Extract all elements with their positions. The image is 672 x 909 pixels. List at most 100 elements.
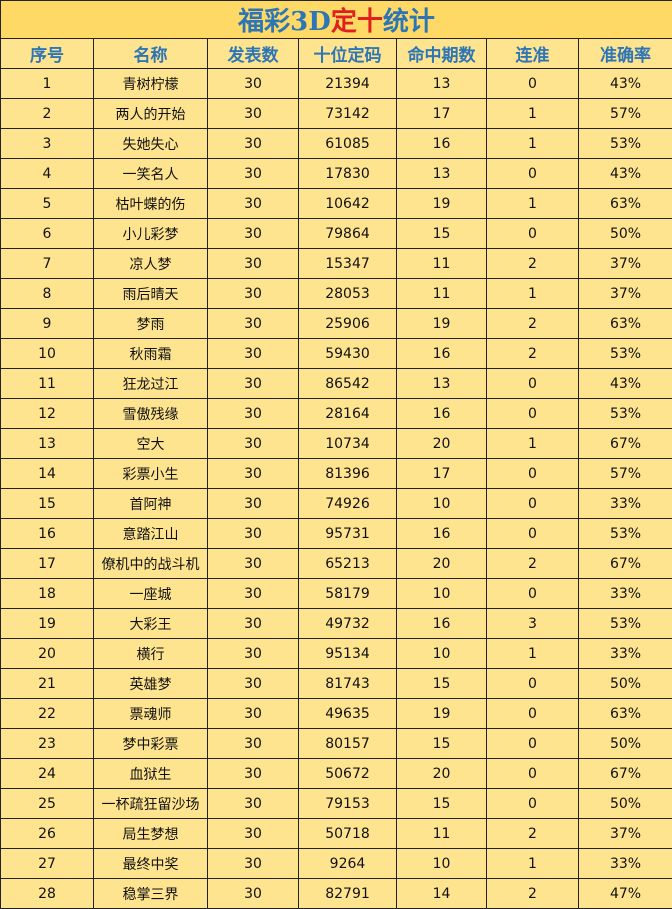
- cell: 15: [0, 488, 94, 519]
- cell: 9264: [298, 848, 397, 879]
- cell: 59430: [298, 338, 397, 369]
- cell: 30: [207, 458, 299, 489]
- cell: 0: [486, 158, 579, 189]
- cell: 33%: [577, 848, 672, 879]
- cell: 0: [486, 488, 579, 519]
- cell: 10: [396, 638, 487, 669]
- cell: 1: [486, 638, 579, 669]
- table-row: 20 横行 30 95134 10 1 33%: [0, 638, 672, 669]
- cell: 30: [207, 578, 299, 609]
- column-header: 名称: [93, 38, 208, 69]
- cell: 30: [207, 218, 299, 249]
- table-row: 28 稳掌三界 30 82791 14 2 47%: [0, 878, 672, 909]
- table-row: 16 意踏江山 30 95731 16 0 53%: [0, 518, 672, 549]
- cell: 95134: [298, 638, 397, 669]
- cell: 21: [0, 668, 94, 699]
- cell: 局生梦想: [93, 818, 208, 849]
- cell: 50672: [298, 758, 397, 789]
- cell: 13: [396, 158, 487, 189]
- cell: 2: [486, 878, 579, 909]
- table-row: 4 一笑名人 30 17830 13 0 43%: [0, 158, 672, 189]
- cell: 一杯疏狂留沙场: [93, 788, 208, 819]
- cell: 22: [0, 698, 94, 729]
- cell: 53%: [577, 398, 672, 429]
- cell: 30: [207, 308, 299, 339]
- cell: 50%: [577, 218, 672, 249]
- cell: 30: [207, 98, 299, 129]
- cell: 30: [207, 788, 299, 819]
- title-part: 福彩3D: [238, 7, 331, 37]
- cell: 2: [486, 308, 579, 339]
- cell: 20: [396, 428, 487, 459]
- cell: 17: [396, 458, 487, 489]
- cell: 青树柠檬: [93, 68, 208, 99]
- cell: 3: [0, 128, 94, 159]
- cell: 1: [0, 68, 94, 99]
- cell: 雨后晴天: [93, 278, 208, 309]
- cell: 30: [207, 368, 299, 399]
- cell: 37%: [577, 248, 672, 279]
- cell: 狂龙过江: [93, 368, 208, 399]
- table-row: 24 血狱生 30 50672 20 0 67%: [0, 758, 672, 789]
- cell: 1: [486, 848, 579, 879]
- table-row: 11 狂龙过江 30 86542 13 0 43%: [0, 368, 672, 399]
- cell: 47%: [577, 878, 672, 909]
- cell: 53%: [577, 608, 672, 639]
- table-row: 1 青树柠檬 30 21394 13 0 43%: [0, 68, 672, 99]
- cell: 24: [0, 758, 94, 789]
- cell: 20: [0, 638, 94, 669]
- cell: 9: [0, 308, 94, 339]
- cell: 28: [0, 878, 94, 909]
- cell: 17: [396, 98, 487, 129]
- cell: 10: [396, 488, 487, 519]
- cell: 15: [396, 218, 487, 249]
- cell: 8: [0, 278, 94, 309]
- cell: 53%: [577, 518, 672, 549]
- cell: 梦雨: [93, 308, 208, 339]
- table-row: 21 英雄梦 30 81743 15 0 50%: [0, 668, 672, 699]
- table-row: 6 小儿彩梦 30 79864 15 0 50%: [0, 218, 672, 249]
- cell: 10: [0, 338, 94, 369]
- cell: 16: [396, 338, 487, 369]
- cell: 43%: [577, 158, 672, 189]
- cell: 雪傲残缘: [93, 398, 208, 429]
- column-header: 命中期数: [396, 38, 487, 69]
- cell: 最终中奖: [93, 848, 208, 879]
- cell: 33%: [577, 578, 672, 609]
- cell: 33%: [577, 488, 672, 519]
- cell: 30: [207, 878, 299, 909]
- table-row: 23 梦中彩票 30 80157 15 0 50%: [0, 728, 672, 759]
- cell: 37%: [577, 818, 672, 849]
- cell: 57%: [577, 458, 672, 489]
- cell: 74926: [298, 488, 397, 519]
- cell: 1: [486, 428, 579, 459]
- cell: 58179: [298, 578, 397, 609]
- cell: 0: [486, 668, 579, 699]
- cell: 30: [207, 398, 299, 429]
- cell: 19: [396, 188, 487, 219]
- cell: 15: [396, 788, 487, 819]
- cell: 2: [486, 338, 579, 369]
- cell: 28053: [298, 278, 397, 309]
- cell: 2: [486, 548, 579, 579]
- cell: 30: [207, 758, 299, 789]
- cell: 梦中彩票: [93, 728, 208, 759]
- cell: 49732: [298, 608, 397, 639]
- cell: 16: [396, 128, 487, 159]
- table-row: 2 两人的开始 30 73142 17 1 57%: [0, 98, 672, 129]
- cell: 23: [0, 728, 94, 759]
- cell: 首阿神: [93, 488, 208, 519]
- cell: 27: [0, 848, 94, 879]
- cell: 16: [396, 398, 487, 429]
- cell: 67%: [577, 548, 672, 579]
- cell: 6: [0, 218, 94, 249]
- cell: 21394: [298, 68, 397, 99]
- cell: 18: [0, 578, 94, 609]
- table-row: 7 凉人梦 30 15347 11 2 37%: [0, 248, 672, 279]
- cell: 0: [486, 218, 579, 249]
- cell: 86542: [298, 368, 397, 399]
- cell: 15: [396, 728, 487, 759]
- cell: 50%: [577, 788, 672, 819]
- cell: 33%: [577, 638, 672, 669]
- cell: 0: [486, 728, 579, 759]
